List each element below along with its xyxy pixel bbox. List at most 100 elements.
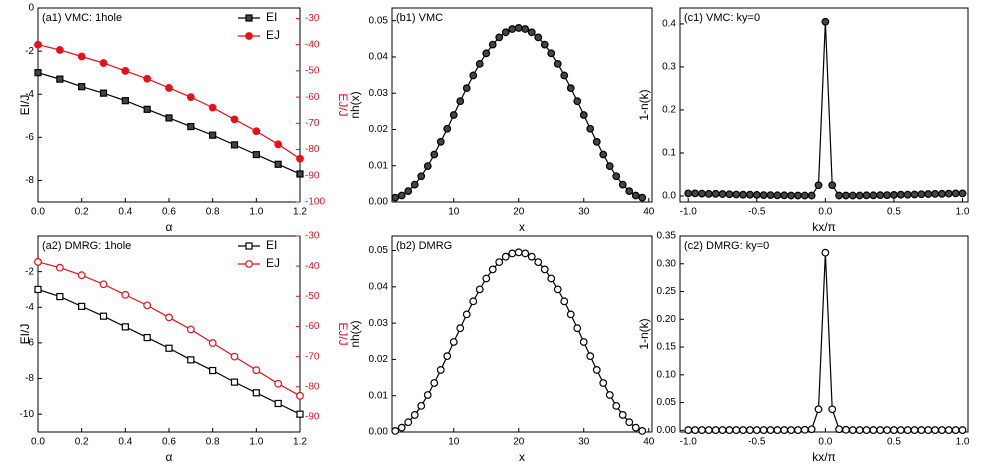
marker	[230, 378, 239, 386]
marker	[579, 111, 588, 119]
marker	[958, 189, 967, 198]
x-tick-label: 1.0	[249, 437, 263, 448]
marker	[397, 191, 406, 200]
marker	[230, 352, 239, 361]
marker	[814, 181, 823, 190]
x-axis-label: x	[519, 450, 525, 464]
y-tick-label: 0.20	[657, 314, 677, 325]
x-tick-label: 0.0	[31, 207, 45, 218]
y2-tick-label: -60	[305, 92, 320, 103]
x-tick-label: 1.0	[956, 207, 970, 218]
marker	[99, 312, 108, 320]
marker	[252, 127, 261, 136]
y-axis-label: 1-n(k)	[637, 318, 651, 349]
panel-title: (b1) VMC	[396, 12, 443, 24]
marker	[924, 190, 933, 198]
marker	[274, 160, 282, 168]
marker	[560, 71, 569, 80]
marker	[883, 426, 891, 434]
marker	[252, 366, 261, 375]
marker	[691, 426, 699, 434]
y-tick-label: 0.02	[369, 124, 389, 135]
x-tick-label: 0.5	[887, 437, 901, 448]
y-tick-label: 0.05	[369, 245, 389, 256]
marker	[869, 426, 878, 434]
marker	[773, 426, 782, 434]
marker	[631, 423, 640, 432]
marker	[766, 426, 775, 434]
marker	[423, 391, 432, 399]
marker	[296, 154, 304, 163]
y-tick-label: -6	[25, 338, 34, 349]
marker	[794, 426, 802, 434]
y-tick-label: -2	[25, 266, 34, 277]
plot-frame	[391, 235, 653, 433]
marker	[410, 411, 419, 419]
marker	[704, 189, 713, 198]
marker	[698, 426, 706, 434]
series-line	[688, 21, 963, 197]
y-axis-label: EI/J	[18, 324, 32, 345]
marker	[876, 426, 885, 434]
y2-tick-label: -100	[305, 197, 325, 208]
y2-tick-label: -60	[305, 321, 320, 332]
marker	[410, 180, 419, 189]
marker	[230, 115, 239, 124]
y2-tick-label: -70	[305, 118, 320, 129]
y-tick-label: 0.25	[657, 286, 677, 297]
marker	[951, 426, 960, 434]
marker	[684, 189, 693, 198]
plot-frame	[37, 7, 301, 203]
marker	[143, 74, 152, 83]
x-tick-label: 20	[513, 207, 525, 218]
x-axis-label: x	[519, 220, 525, 234]
marker	[34, 285, 42, 294]
marker	[725, 426, 734, 434]
marker	[443, 352, 452, 361]
marker	[573, 97, 582, 106]
plot-frame	[37, 235, 301, 433]
marker	[165, 114, 173, 122]
x-tick-label: 10	[448, 207, 460, 218]
marker	[739, 190, 747, 199]
marker	[828, 181, 837, 190]
marker	[55, 263, 64, 272]
x-tick-label: -1.0	[680, 437, 698, 448]
marker	[746, 426, 754, 434]
x-tick-label: 1.2	[293, 437, 307, 448]
marker	[436, 366, 445, 374]
y2-tick-label: -30	[305, 231, 320, 242]
marker	[855, 426, 864, 434]
y2-tick-label: -40	[305, 261, 320, 272]
marker	[579, 338, 588, 346]
panel-title: (a1) VMC: 1hole	[42, 12, 122, 24]
y2-tick-label: -40	[305, 39, 320, 50]
y-tick-label: 0.3	[662, 62, 676, 73]
marker	[501, 252, 510, 261]
marker	[488, 40, 497, 49]
marker	[612, 401, 621, 410]
marker	[739, 426, 747, 434]
marker	[938, 189, 946, 198]
x-tick-label: -0.5	[748, 207, 766, 218]
marker	[417, 172, 426, 181]
marker	[187, 122, 195, 131]
x-tick-label: 0.0	[818, 207, 832, 218]
legend-marker	[245, 260, 253, 268]
y-tick-label: -2	[25, 46, 34, 57]
x-tick-label: 0.8	[206, 207, 220, 218]
marker	[631, 191, 640, 200]
marker	[456, 324, 465, 333]
marker	[527, 252, 536, 261]
marker	[586, 124, 595, 133]
marker	[230, 141, 239, 149]
marker	[910, 190, 919, 199]
marker	[890, 426, 898, 434]
x-tick-label: 40	[643, 207, 655, 218]
y2-tick-label: -90	[305, 170, 320, 181]
marker	[759, 426, 768, 434]
marker	[209, 366, 217, 375]
legend-label: EJ	[266, 256, 280, 270]
y-axis-label: EI/J	[18, 95, 32, 116]
